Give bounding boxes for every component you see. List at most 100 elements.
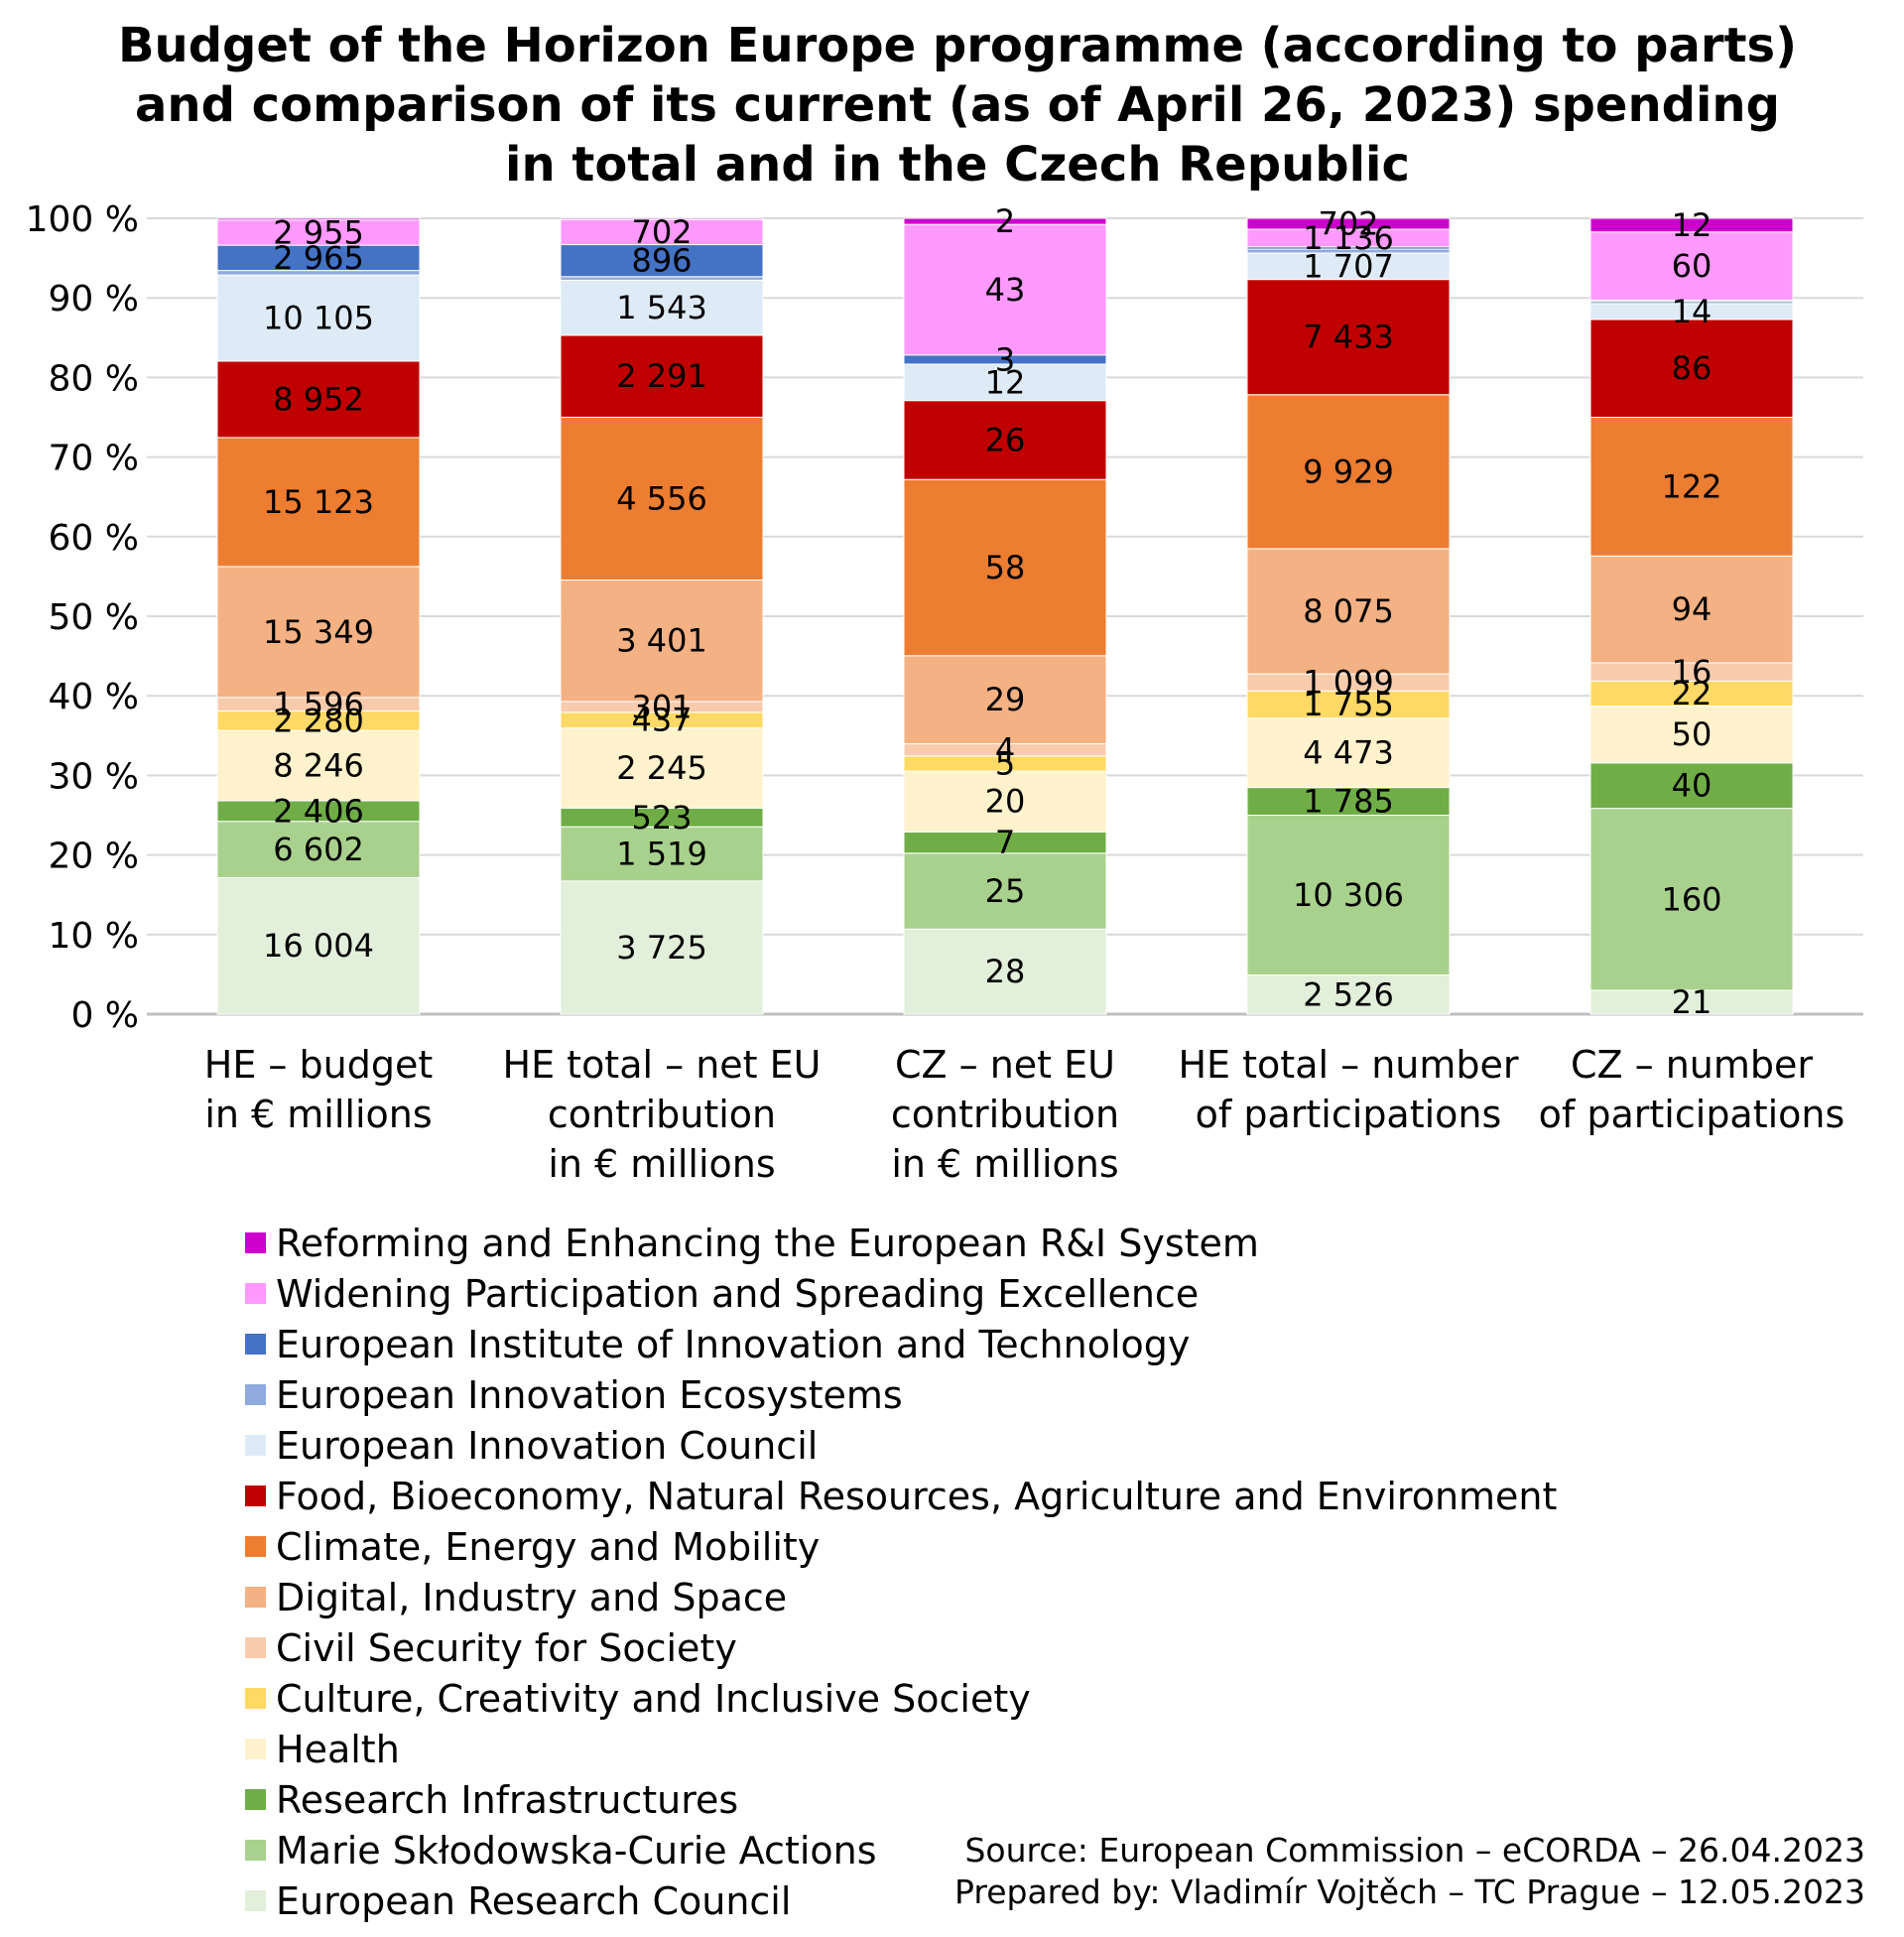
legend-entry: European Innovation Council xyxy=(276,1424,818,1468)
data-label: 12 xyxy=(1672,206,1713,244)
data-label: 2 245 xyxy=(616,749,707,787)
bar-segment xyxy=(560,880,764,1015)
data-label: 22 xyxy=(1672,675,1713,712)
bar-segment xyxy=(560,244,764,278)
data-label: 43 xyxy=(985,271,1026,309)
y-tick-label: 0 % xyxy=(70,995,139,1036)
bar-segment xyxy=(903,217,1107,225)
data-label: 16 xyxy=(1672,653,1713,691)
data-label: 3 xyxy=(995,340,1015,378)
data-label: 1 785 xyxy=(1303,783,1394,821)
category-label: HE total – net EU xyxy=(503,1043,822,1087)
data-label: 7 xyxy=(995,824,1015,861)
legend-swatch xyxy=(245,1637,266,1658)
data-label: 50 xyxy=(1672,715,1713,753)
legend-swatch xyxy=(245,1334,266,1355)
bar-segment xyxy=(903,770,1107,833)
legend-swatch xyxy=(245,1536,266,1557)
bar-segment xyxy=(1246,787,1451,816)
data-label: 2 955 xyxy=(273,213,364,251)
bar-segments xyxy=(216,217,1794,1015)
bar-segment xyxy=(903,852,1107,930)
data-label: 2 965 xyxy=(273,239,364,277)
chart-title: Budget of the Horizon Europe programme (… xyxy=(118,18,1797,193)
data-label: 15 349 xyxy=(263,613,374,651)
category-label: HE total – number xyxy=(1178,1043,1518,1087)
bar-segment xyxy=(1589,231,1794,301)
data-label: 160 xyxy=(1661,880,1721,918)
bar-segment xyxy=(903,928,1107,1015)
bar-segment xyxy=(216,217,421,221)
legend-entry: Widening Participation and Spreading Exc… xyxy=(276,1272,1199,1316)
bar-segment xyxy=(903,655,1107,745)
data-label: 10 306 xyxy=(1293,876,1404,914)
legend-swatch xyxy=(245,1739,266,1759)
bar-segment xyxy=(903,400,1107,480)
legend-entry: Reforming and Enhancing the European R&I… xyxy=(276,1222,1259,1265)
bar-segment xyxy=(903,223,1107,356)
bar-segment xyxy=(1246,217,1451,230)
source-note: Source: European Commission – eCORDA – 2… xyxy=(954,1831,1865,1911)
data-label: 702 xyxy=(631,213,692,251)
data-label: 10 105 xyxy=(263,300,374,337)
category-label: contribution xyxy=(891,1093,1119,1136)
y-tick-label: 100 % xyxy=(26,199,139,240)
y-tick-label: 50 % xyxy=(49,597,139,638)
data-label: 25 xyxy=(985,872,1026,910)
legend-swatch xyxy=(245,1890,266,1911)
data-label: 94 xyxy=(1672,590,1713,628)
legend-swatch xyxy=(245,1283,266,1304)
data-label: 1 707 xyxy=(1303,247,1394,285)
bar-segment xyxy=(216,360,421,439)
legend-entry: Civil Security for Society xyxy=(276,1626,737,1670)
bar-segment xyxy=(560,826,764,882)
prepared-by-line: Prepared by: Vladimír Vojtěch – TC Pragu… xyxy=(954,1872,1865,1911)
bar-segment xyxy=(216,876,421,1015)
data-label: 437 xyxy=(631,702,692,739)
category-label: CZ – net EU xyxy=(895,1043,1115,1087)
bar-segment xyxy=(1589,706,1794,764)
bar-segment xyxy=(1246,548,1451,675)
data-label: 20 xyxy=(985,783,1026,821)
bar-segment xyxy=(1589,555,1794,664)
data-label: 2 280 xyxy=(273,702,364,739)
category-label: of participations xyxy=(1539,1093,1845,1136)
y-tick-label: 30 % xyxy=(49,756,139,797)
legend-entry: Culture, Creativity and Inclusive Societ… xyxy=(276,1677,1031,1721)
bar-segment xyxy=(560,579,764,703)
legend-entry: Research Infrastructures xyxy=(276,1778,738,1822)
chart-title-line: and comparison of its current (as of Apr… xyxy=(135,77,1780,133)
legend-entry: Food, Bioeconomy, Natural Resources, Agr… xyxy=(276,1475,1557,1518)
bar-segment xyxy=(560,217,764,220)
category-label: in € millions xyxy=(548,1142,775,1186)
data-label: 4 473 xyxy=(1303,734,1394,772)
data-label: 702 xyxy=(1318,204,1378,242)
data-label: 60 xyxy=(1672,247,1713,285)
bar-segment xyxy=(1246,690,1451,719)
bar-segment xyxy=(216,566,421,699)
data-label: 2 526 xyxy=(1303,975,1394,1013)
bar-segment xyxy=(1589,762,1794,810)
category-label: in € millions xyxy=(204,1093,432,1136)
data-label: 12 xyxy=(985,363,1026,401)
data-label: 1 136 xyxy=(1303,219,1394,257)
bar-segment xyxy=(1246,252,1451,281)
bar-segment xyxy=(1246,394,1451,550)
category-label: of participations xyxy=(1196,1093,1502,1136)
y-tick-label: 70 % xyxy=(49,439,139,479)
data-label: 1 519 xyxy=(616,836,707,873)
bar-segment xyxy=(1589,417,1794,557)
legend: Reforming and Enhancing the European R&I… xyxy=(245,1222,1557,1923)
data-label: 5 xyxy=(995,744,1015,782)
y-tick-label: 20 % xyxy=(49,837,139,877)
data-label: 9 929 xyxy=(1303,452,1394,490)
bar-segment xyxy=(1589,217,1794,233)
data-label: 4 xyxy=(995,731,1015,769)
data-label: 21 xyxy=(1672,983,1713,1021)
bar-segment xyxy=(1589,808,1794,991)
y-tick-label: 90 % xyxy=(49,279,139,320)
legend-swatch xyxy=(245,1485,266,1506)
data-label: 1 099 xyxy=(1303,664,1394,702)
